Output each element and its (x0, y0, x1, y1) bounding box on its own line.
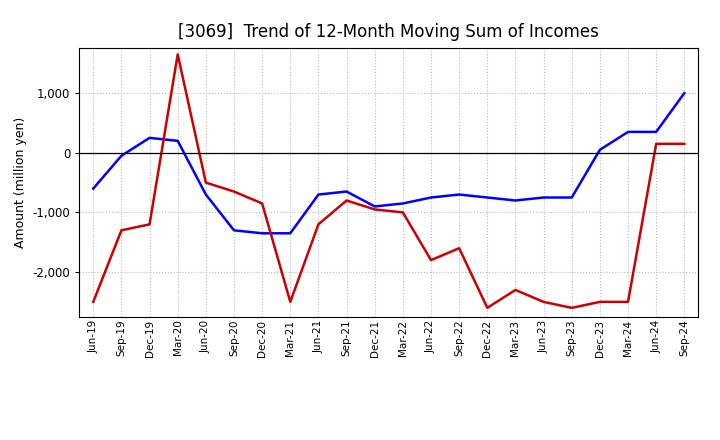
Ordinary Income (258, 231, 266, 236)
Ordinary Income (567, 195, 576, 200)
Line: Net Income: Net Income (94, 55, 684, 308)
Net Income (145, 222, 154, 227)
Net Income (680, 141, 688, 147)
Net Income (595, 299, 604, 304)
Ordinary Income (511, 198, 520, 203)
Ordinary Income (89, 186, 98, 191)
Net Income (427, 257, 436, 263)
Ordinary Income (286, 231, 294, 236)
Net Income (342, 198, 351, 203)
Y-axis label: Amount (million yen): Amount (million yen) (14, 117, 27, 248)
Ordinary Income (202, 192, 210, 197)
Ordinary Income (680, 91, 688, 96)
Net Income (399, 210, 408, 215)
Net Income (202, 180, 210, 185)
Ordinary Income (174, 138, 182, 143)
Line: Ordinary Income: Ordinary Income (94, 93, 684, 233)
Ordinary Income (145, 135, 154, 140)
Net Income (511, 287, 520, 293)
Ordinary Income (624, 129, 632, 135)
Net Income (567, 305, 576, 311)
Ordinary Income (370, 204, 379, 209)
Net Income (652, 141, 660, 147)
Net Income (230, 189, 238, 194)
Net Income (314, 222, 323, 227)
Net Income (258, 201, 266, 206)
Ordinary Income (483, 195, 492, 200)
Ordinary Income (427, 195, 436, 200)
Ordinary Income (652, 129, 660, 135)
Ordinary Income (117, 153, 126, 158)
Ordinary Income (230, 227, 238, 233)
Net Income (117, 227, 126, 233)
Title: [3069]  Trend of 12-Month Moving Sum of Incomes: [3069] Trend of 12-Month Moving Sum of I… (179, 23, 599, 41)
Net Income (89, 299, 98, 304)
Ordinary Income (314, 192, 323, 197)
Net Income (286, 299, 294, 304)
Ordinary Income (595, 147, 604, 152)
Net Income (370, 207, 379, 212)
Net Income (539, 299, 548, 304)
Net Income (174, 52, 182, 57)
Net Income (455, 246, 464, 251)
Ordinary Income (455, 192, 464, 197)
Net Income (624, 299, 632, 304)
Ordinary Income (539, 195, 548, 200)
Ordinary Income (342, 189, 351, 194)
Ordinary Income (399, 201, 408, 206)
Net Income (483, 305, 492, 311)
